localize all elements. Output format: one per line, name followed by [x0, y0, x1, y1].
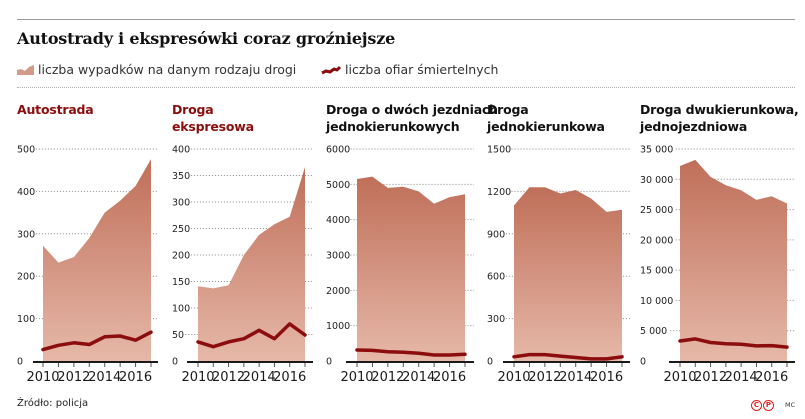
y-tick-label: 5000 — [326, 180, 350, 191]
x-tick-label: 2012 — [694, 370, 727, 385]
y-tick-label: 3000 — [326, 251, 350, 262]
y-tick-label: 1200 — [487, 187, 511, 198]
accidents-area — [43, 159, 151, 361]
copyright-icon: C — [751, 400, 762, 411]
chart-title-line: Droga — [487, 102, 529, 117]
deaths-line — [355, 348, 467, 357]
x-tick-label: 2012 — [57, 370, 90, 385]
deaths-line — [196, 322, 307, 349]
chart-title-dwukierunkowa: Droga dwukierunkowa, jednojezdniowa — [640, 101, 799, 135]
x-tick-label: 2012 — [212, 370, 245, 385]
y-tick-label: 1500 — [487, 145, 511, 156]
area-chart-icon — [17, 64, 34, 75]
chart-title-ekspresowa: Droga ekspresowa — [172, 101, 254, 135]
x-tick-label: 2010 — [497, 370, 530, 385]
y-tick-label: 25 000 — [640, 205, 673, 216]
line-chart-icon — [321, 65, 341, 74]
x-tick-label: 2014 — [559, 370, 592, 385]
y-tick-label: 0 — [17, 357, 23, 368]
y-tick-label: 400 — [172, 145, 190, 156]
x-tick-label: 2014 — [402, 370, 435, 385]
y-tick-label: 1000 — [326, 321, 350, 332]
page-title: Autostrady i ekspresówki coraz groźniejs… — [17, 29, 396, 48]
top-rule — [17, 19, 795, 20]
chart-title-dwie-jezdnie: Droga o dwóch jezdniach jednokierunkowyc… — [326, 101, 498, 135]
chart-title-line: Droga — [172, 102, 214, 117]
y-tick-label: 50 — [172, 330, 184, 341]
legend-deaths: liczba ofiar śmiertelnych — [321, 62, 498, 77]
accidents-area — [514, 187, 622, 361]
y-tick-label: 900 — [487, 229, 505, 240]
chart-title-line: Droga dwukierunkowa, — [640, 102, 799, 117]
accidents-area — [198, 167, 305, 361]
y-tick-label: 15 000 — [640, 266, 673, 277]
chart-title-line: Autostrada — [17, 102, 94, 117]
y-tick-label: 300 — [17, 229, 35, 240]
x-tick-label: 2016 — [433, 370, 466, 385]
y-tick-label: 300 — [172, 198, 190, 209]
y-tick-label: 100 — [172, 304, 190, 315]
chart-title-line: jednokierunkowych — [326, 119, 460, 134]
y-tick-label: 20 000 — [640, 235, 673, 246]
y-tick-label: 0 — [640, 357, 646, 368]
copyright-icons: C P — [751, 400, 774, 411]
y-tick-label: 10 000 — [640, 296, 673, 307]
y-tick-label: 4000 — [326, 215, 350, 226]
legend-accidents: liczba wypadków na danym rodzaju drogi — [17, 62, 296, 77]
deaths-line — [678, 337, 789, 349]
y-tick-label: 0 — [487, 357, 493, 368]
y-tick-label: 100 — [17, 314, 35, 325]
chart-title-line: Droga o dwóch jezdniach — [326, 102, 498, 117]
y-tick-label: 2000 — [326, 286, 350, 297]
y-tick-label: 300 — [487, 314, 505, 325]
y-tick-label: 35 000 — [640, 145, 673, 156]
x-tick-label: 2014 — [88, 370, 121, 385]
accidents-area — [680, 159, 787, 361]
chart-title-line: ekspresowa — [172, 119, 254, 134]
y-tick-label: 200 — [172, 251, 190, 262]
y-tick-label: 350 — [172, 171, 190, 182]
chart-title-line: jednojezdniowa — [640, 119, 748, 134]
y-tick-label: 400 — [17, 187, 35, 198]
x-tick-label: 2014 — [243, 370, 276, 385]
chart-title-jednokierunkowa: Droga jednokierunkowa — [487, 101, 605, 135]
x-tick-label: 2016 — [590, 370, 623, 385]
x-tick-label: 2014 — [725, 370, 758, 385]
legend-accidents-label: liczba wypadków na danym rodzaju drogi — [38, 62, 297, 77]
y-tick-label: 150 — [172, 277, 190, 288]
x-tick-label: 2010 — [663, 370, 696, 385]
x-tick-label: 2012 — [528, 370, 561, 385]
y-tick-label: 30 000 — [640, 175, 673, 186]
chart-title-autostrada: Autostrada — [17, 101, 94, 118]
author-initials: MC — [785, 401, 796, 409]
x-tick-label: 2016 — [273, 370, 306, 385]
source-note: Źródło: policja — [17, 398, 89, 409]
chart-title-line: jednokierunkowa — [487, 119, 605, 134]
x-tick-label: 2010 — [181, 370, 214, 385]
legend-deaths-label: liczba ofiar śmiertelnych — [345, 62, 499, 77]
x-tick-label: 2016 — [119, 370, 152, 385]
phonographic-copyright-icon: P — [763, 400, 774, 411]
y-tick-label: 5 000 — [640, 326, 667, 337]
x-tick-label: 2012 — [371, 370, 404, 385]
x-tick-label: 2010 — [340, 370, 373, 385]
accidents-area — [357, 176, 465, 361]
y-tick-label: 0 — [326, 357, 332, 368]
deaths-line — [41, 330, 153, 352]
x-tick-label: 2010 — [26, 370, 59, 385]
y-tick-label: 200 — [17, 272, 35, 283]
x-tick-label: 2016 — [755, 370, 788, 385]
y-tick-label: 500 — [17, 145, 35, 156]
legend-separator — [17, 87, 795, 88]
deaths-line — [512, 352, 624, 361]
y-tick-label: 600 — [487, 272, 505, 283]
y-tick-label: 250 — [172, 224, 190, 235]
y-tick-label: 6000 — [326, 145, 350, 156]
y-tick-label: 0 — [172, 357, 178, 368]
